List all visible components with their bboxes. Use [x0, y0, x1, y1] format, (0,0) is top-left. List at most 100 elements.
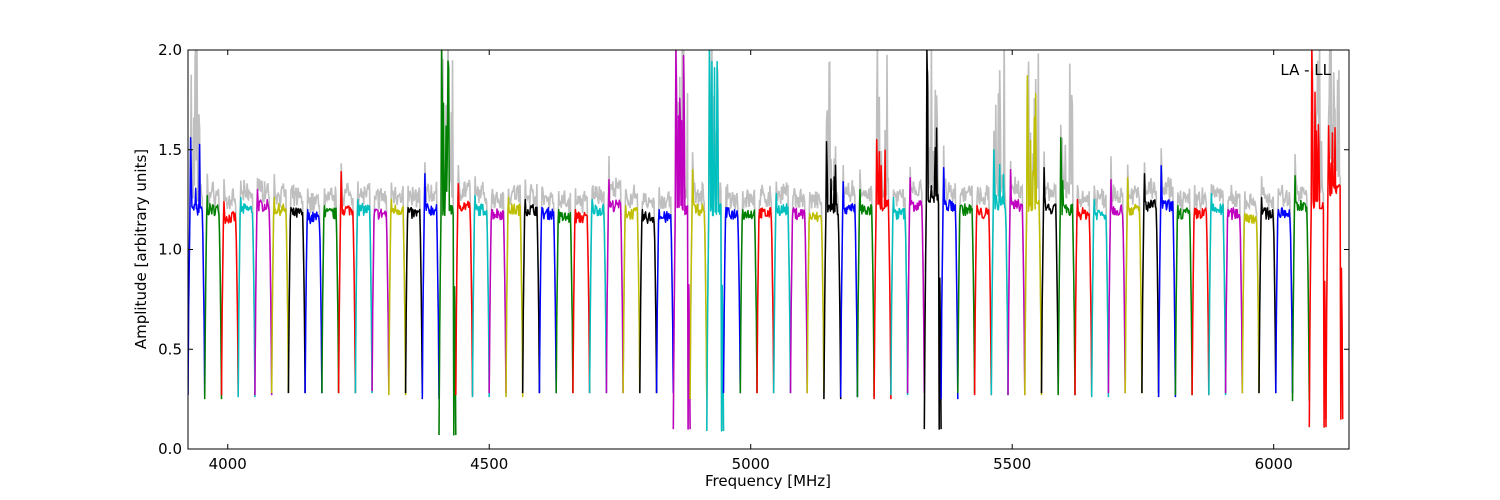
y-tick-label: 2.0 [158, 41, 182, 59]
channel-44-line [906, 176, 926, 394]
background-trace-segment [906, 166, 926, 394]
channel-17-line [455, 182, 474, 396]
x-axis-label: Frequency [MHz] [705, 472, 831, 490]
channel-32-line [706, 50, 725, 432]
y-axis: 0.0 0.5 1.0 1.5 2.0 [158, 41, 1349, 458]
background-trace-segment [371, 188, 390, 392]
channel-34-line [739, 208, 758, 394]
background-trace-segment [555, 190, 574, 394]
background-trace-segment [1275, 184, 1294, 394]
channel-31-line [689, 168, 708, 400]
channel-68-line [1308, 50, 1327, 428]
background-trace-segment [873, 50, 892, 400]
background-trace-segment [1124, 164, 1143, 394]
baseline-annotation: LA - LL [1280, 61, 1331, 79]
channel-58-line [1141, 172, 1160, 394]
x-tick-label: 5000 [732, 455, 770, 473]
channel-43-line [890, 196, 909, 396]
background-trace-segment [1074, 184, 1093, 396]
channel-9-line [321, 204, 340, 394]
background-trace-segment [588, 185, 608, 394]
channel-5-line [254, 188, 273, 396]
background-trace-segment [521, 179, 541, 394]
channel-36-line [772, 192, 792, 394]
channel-46-line [940, 166, 959, 400]
background-trace-segment [890, 188, 909, 396]
background-trace-segment [1325, 50, 1344, 420]
background-trace-segment [856, 169, 875, 398]
channel-56-line [1107, 178, 1126, 394]
channel-21-line [521, 198, 541, 394]
background-trace-segment [254, 177, 273, 396]
background-trace-segment [655, 187, 675, 394]
background-trace-segment [772, 181, 792, 394]
background-trace-segment [1241, 191, 1260, 394]
channel-3-line [220, 200, 239, 396]
background-trace-segment [1090, 185, 1110, 398]
channel-30-line [672, 50, 691, 430]
channel-24-line [572, 208, 591, 394]
channel-14-line [404, 206, 424, 394]
background-trace-segment [789, 188, 808, 394]
channel-12-line [371, 208, 390, 392]
background-trace-segment [1107, 156, 1126, 394]
background-trace-segment [203, 173, 223, 400]
channel-33-line [722, 206, 742, 394]
channel-26-line [605, 178, 624, 394]
series-layer [188, 50, 1344, 436]
x-tick-label: 4000 [209, 455, 247, 473]
background-trace-segment [1141, 162, 1160, 394]
channel-20-line [505, 196, 524, 398]
channel-50-line [1007, 168, 1026, 396]
x-axis: 4000 4500 5000 5500 6000 [209, 50, 1293, 473]
channel-45-line [923, 50, 942, 430]
background-trace-segment [957, 185, 976, 394]
channel-37-line [789, 207, 808, 394]
channel-47-line [957, 203, 976, 394]
background-trace-segment [839, 164, 859, 398]
background-trace-segment [1258, 176, 1277, 394]
background-trace-segment [237, 179, 256, 398]
background-trace-segment [220, 179, 239, 396]
y-tick-label: 1.5 [158, 141, 182, 159]
background-trace-segment [270, 174, 290, 394]
channel-61-line [1191, 207, 1210, 396]
channel-69-line [1325, 125, 1344, 420]
background-trace-segment [756, 184, 775, 394]
channel-4-line [237, 196, 256, 398]
background-trace-segment [1224, 184, 1244, 394]
channel-65-line [1258, 196, 1277, 394]
background-trace-segment [1191, 185, 1210, 396]
y-tick-label: 0.5 [158, 340, 182, 358]
channel-38-line [806, 211, 825, 394]
background-trace-segment [739, 188, 758, 394]
background-trace-segment [622, 184, 641, 394]
background-trace-segment [538, 186, 557, 394]
background-trace-segment [806, 191, 825, 394]
channel-39-line [823, 141, 842, 400]
background-trace-segment [388, 182, 407, 396]
channel-27-line [622, 204, 641, 394]
background-trace-segment [354, 181, 373, 394]
background-trace-segment [455, 164, 474, 396]
background-trace-segment [421, 162, 440, 400]
channel-52-line [1040, 166, 1059, 394]
channel-22-line [538, 206, 557, 394]
x-tick-label: 4500 [470, 455, 508, 473]
channel-29-line [655, 208, 675, 394]
background-trace-segment [990, 50, 1009, 396]
channel-55-line [1090, 198, 1110, 398]
channel-1-line [188, 137, 206, 396]
background-trace-segment [505, 184, 524, 398]
background-trace-segment [1157, 148, 1177, 398]
background-trace-segment [337, 163, 357, 394]
channel-60-line [1174, 204, 1193, 396]
channel-54-line [1074, 198, 1093, 396]
channel-28-line [639, 208, 658, 394]
x-tick-label: 6000 [1255, 455, 1293, 473]
background-trace-segment [471, 176, 490, 398]
background-trace-segment [488, 188, 507, 394]
channel-41-line [856, 188, 875, 398]
background-trace-segment [605, 155, 624, 394]
channel-15-line [421, 172, 440, 400]
